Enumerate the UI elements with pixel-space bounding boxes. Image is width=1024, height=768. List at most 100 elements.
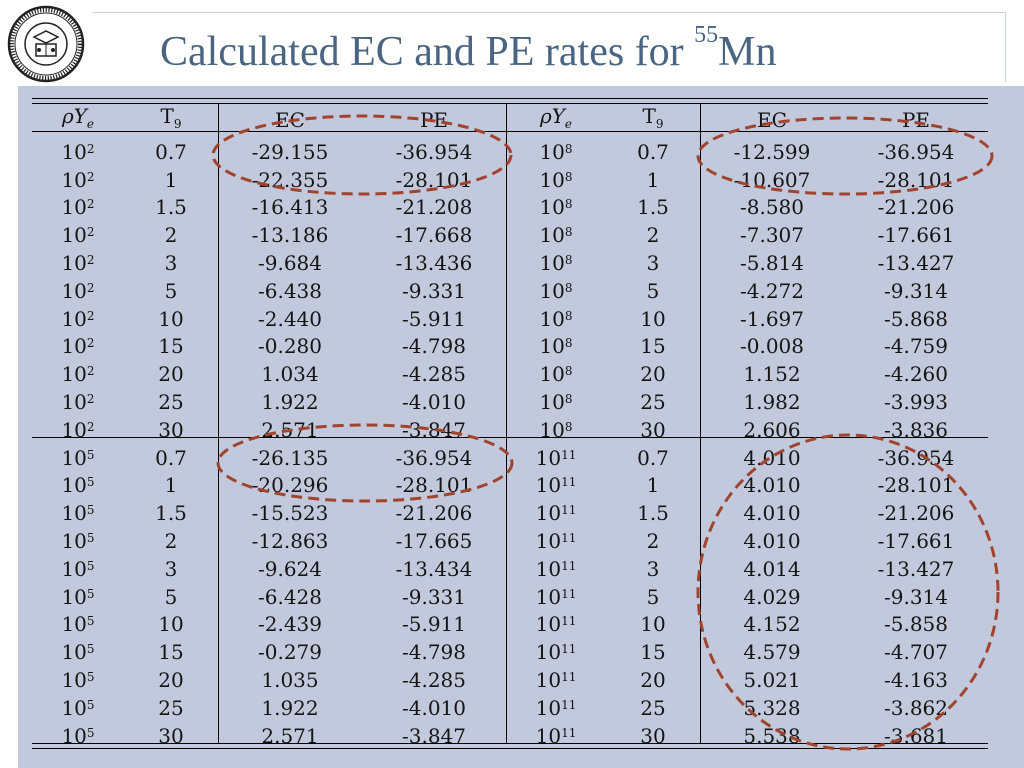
temperature-cell-left: 15: [158, 640, 184, 665]
density-cell-left: 102: [61, 389, 95, 414]
pe-cell-left: -4.285: [401, 667, 466, 692]
temperature-cell-right: 20: [640, 667, 666, 692]
temperature-cell-right: 0.7: [637, 445, 669, 470]
table-row: 105 30 2.571 -3.847 1011 30 5.538 -3.681: [32, 723, 988, 751]
ec-cell-right: 2.606: [743, 417, 801, 442]
ec-cell-left: 1.922: [261, 695, 319, 720]
temperature-cell-left: 3: [164, 250, 178, 275]
pe-cell-left: -4.798: [401, 640, 466, 665]
density-cell-right: 1011: [535, 667, 577, 692]
ec-cell-right: -7.307: [739, 223, 804, 248]
table-row: 102 5 -6.438 -9.331 108 5 -4.272 -9.314: [32, 278, 988, 306]
pe-cell-left: -9.331: [401, 278, 466, 303]
ec-cell-right: -10.607: [733, 167, 811, 192]
density-cell-left: 102: [61, 195, 95, 220]
header-row: ρYe T9 EC PE ρYe T9 EC PE: [32, 103, 988, 139]
ec-cell-right: 4.010: [743, 528, 801, 553]
table-row: 105 1 -20.296 -28.101 1011 1 4.010 -28.101: [32, 472, 988, 500]
temperature-cell-right: 2: [646, 223, 660, 248]
density-cell-right: 1011: [535, 556, 577, 581]
header-pe-left: PE: [419, 108, 449, 132]
temperature-cell-right: 30: [640, 417, 666, 442]
pe-cell-left: -9.331: [401, 584, 466, 609]
ec-cell-left: -9.624: [257, 556, 322, 581]
pe-cell-left: -28.101: [395, 473, 473, 498]
table-row: 102 25 1.922 -4.010 108 25 1.982 -3.993: [32, 389, 988, 417]
ec-cell-left: -20.296: [251, 473, 329, 498]
temperature-cell-left: 1.5: [155, 501, 187, 526]
pe-cell-left: -36.954: [395, 445, 473, 470]
table-row: 105 25 1.922 -4.010 1011 25 5.328 -3.862: [32, 695, 988, 723]
pe-cell-right: -17.661: [877, 528, 955, 553]
pe-cell-left: -17.668: [395, 223, 473, 248]
density-cell-left: 102: [61, 250, 95, 275]
title-text: Calculated EC and PE rates for: [160, 29, 695, 75]
temperature-cell-right: 5: [646, 278, 660, 303]
temperature-cell-right: 1.5: [637, 501, 669, 526]
ec-cell-right: 5.021: [743, 667, 801, 692]
ec-cell-left: -6.428: [257, 584, 322, 609]
temperature-cell-left: 25: [158, 389, 184, 414]
pe-cell-right: -5.868: [883, 306, 948, 331]
temperature-cell-left: 5: [164, 278, 178, 303]
temperature-cell-right: 1: [646, 473, 660, 498]
density-cell-right: 1011: [535, 695, 577, 720]
table-row: 102 3 -9.684 -13.436 108 3 -5.814 -13.427: [32, 250, 988, 278]
temperature-cell-left: 5: [164, 584, 178, 609]
ec-cell-left: 1.035: [261, 667, 319, 692]
pe-cell-right: -4.707: [883, 640, 948, 665]
table-row: 105 10 -2.439 -5.911 1011 10 4.152 -5.858: [32, 611, 988, 639]
temperature-cell-right: 10: [640, 612, 666, 637]
header-ec-left: EC: [275, 108, 305, 132]
top-rule-outer: [32, 98, 988, 99]
density-cell-right: 108: [539, 139, 573, 164]
table-row: 102 10 -2.440 -5.911 108 10 -1.697 -5.868: [32, 306, 988, 334]
table-row: 105 0.7 -26.135 -36.954 1011 0.7 4.010 -36.954: [32, 445, 988, 473]
density-cell-right: 108: [539, 306, 573, 331]
title-element: Mn: [718, 29, 777, 75]
pe-cell-left: -4.010: [401, 389, 466, 414]
ec-cell-left: 2.571: [261, 417, 319, 442]
temperature-cell-right: 5: [646, 584, 660, 609]
density-cell-right: 108: [539, 195, 573, 220]
table-row: 105 3 -9.624 -13.434 1011 3 4.014 -13.427: [32, 556, 988, 584]
density-cell-left: 105: [61, 528, 95, 553]
pe-cell-right: -5.858: [883, 612, 948, 637]
table-row: 102 1.5 -16.413 -21.208 108 1.5 -8.580 -21.206: [32, 194, 988, 222]
density-cell-left: 105: [61, 473, 95, 498]
temperature-cell-left: 1.5: [155, 195, 187, 220]
density-cell-left: 105: [61, 556, 95, 581]
pe-cell-right: -3.993: [883, 389, 948, 414]
density-cell-left: 102: [61, 167, 95, 192]
pe-cell-right: -3.836: [883, 417, 948, 442]
temperature-cell-right: 1: [646, 167, 660, 192]
table-row: 105 2 -12.863 -17.665 1011 2 4.010 -17.661: [32, 528, 988, 556]
pe-cell-left: -21.206: [395, 501, 473, 526]
pe-cell-right: -9.314: [883, 278, 948, 303]
ec-cell-left: 2.571: [261, 723, 319, 748]
pe-cell-left: -13.436: [395, 250, 473, 275]
header-t9-right: T9: [642, 104, 664, 131]
pe-cell-right: -4.163: [883, 667, 948, 692]
header-rho-ye-right: ρYe: [539, 104, 573, 131]
density-cell-right: 108: [539, 362, 573, 387]
pe-cell-left: -4.010: [401, 695, 466, 720]
temperature-cell-right: 2: [646, 528, 660, 553]
ec-cell-left: -22.355: [251, 167, 329, 192]
density-cell-right: 108: [539, 250, 573, 275]
ec-cell-right: 4.010: [743, 501, 801, 526]
temperature-cell-right: 3: [646, 250, 660, 275]
pe-cell-right: -3.862: [883, 695, 948, 720]
pe-cell-left: -36.954: [395, 139, 473, 164]
header-rho-ye-left: ρYe: [61, 104, 95, 131]
ec-cell-right: -8.580: [739, 195, 804, 220]
ec-cell-right: 4.014: [743, 556, 801, 581]
ec-cell-left: -29.155: [251, 139, 329, 164]
density-cell-right: 1011: [535, 528, 577, 553]
density-cell-right: 1011: [535, 723, 577, 748]
density-cell-left: 102: [61, 306, 95, 331]
pe-cell-right: -9.314: [883, 584, 948, 609]
pe-cell-right: -13.427: [877, 556, 955, 581]
density-cell-left: 102: [61, 334, 95, 359]
table-row: 102 15 -0.280 -4.798 108 15 -0.008 -4.759: [32, 333, 988, 361]
